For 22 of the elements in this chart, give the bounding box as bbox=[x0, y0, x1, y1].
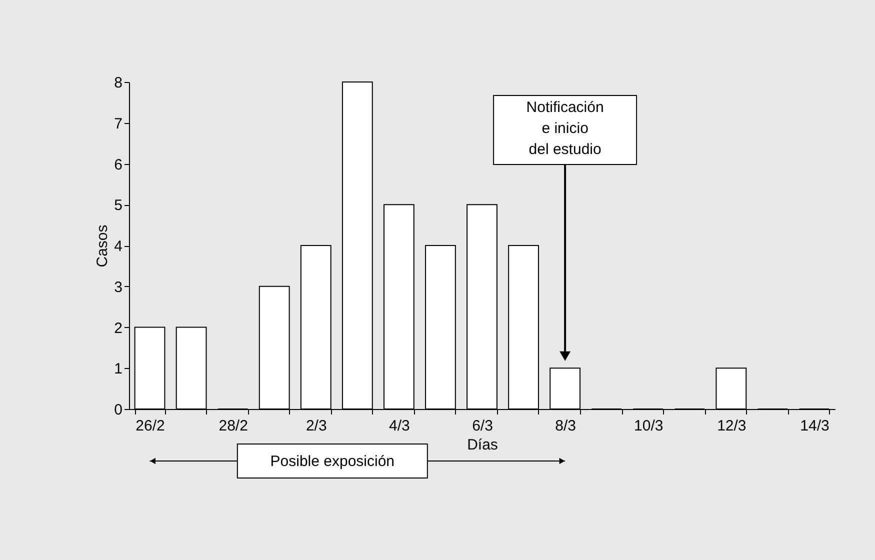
y-tick-label: 2 bbox=[114, 320, 122, 337]
y-tick-label: 1 bbox=[114, 360, 122, 378]
x-tick-label: 10/3 bbox=[634, 418, 664, 434]
x-tick-label: 14/3 bbox=[800, 418, 830, 434]
x-tick-label: 12/3 bbox=[717, 418, 746, 434]
y-tick-label: 7 bbox=[114, 115, 122, 132]
y-tick-label: 3 bbox=[114, 278, 122, 296]
text: Posible exposición bbox=[270, 453, 395, 470]
x-tick-label: 8/3 bbox=[555, 418, 576, 434]
y-tick-label: 8 bbox=[114, 74, 122, 92]
x-tick-label: 28/2 bbox=[218, 418, 248, 434]
y-tick-label: 6 bbox=[114, 156, 122, 174]
x-tick-label: 4/3 bbox=[389, 418, 410, 434]
y-tick-label: 5 bbox=[114, 197, 122, 214]
annotation: Notificación e inicio del estudio bbox=[526, 99, 604, 158]
y-tick-label: 4 bbox=[114, 238, 122, 255]
y-axis-title: Casos bbox=[94, 224, 112, 268]
x-tick-label: 26/2 bbox=[136, 418, 165, 434]
x-axis-title: Días bbox=[467, 436, 498, 454]
y-tick-label: 0 bbox=[114, 402, 122, 418]
x-tick-label: 2/3 bbox=[306, 418, 327, 434]
x-tick-label: 6/3 bbox=[472, 418, 493, 434]
